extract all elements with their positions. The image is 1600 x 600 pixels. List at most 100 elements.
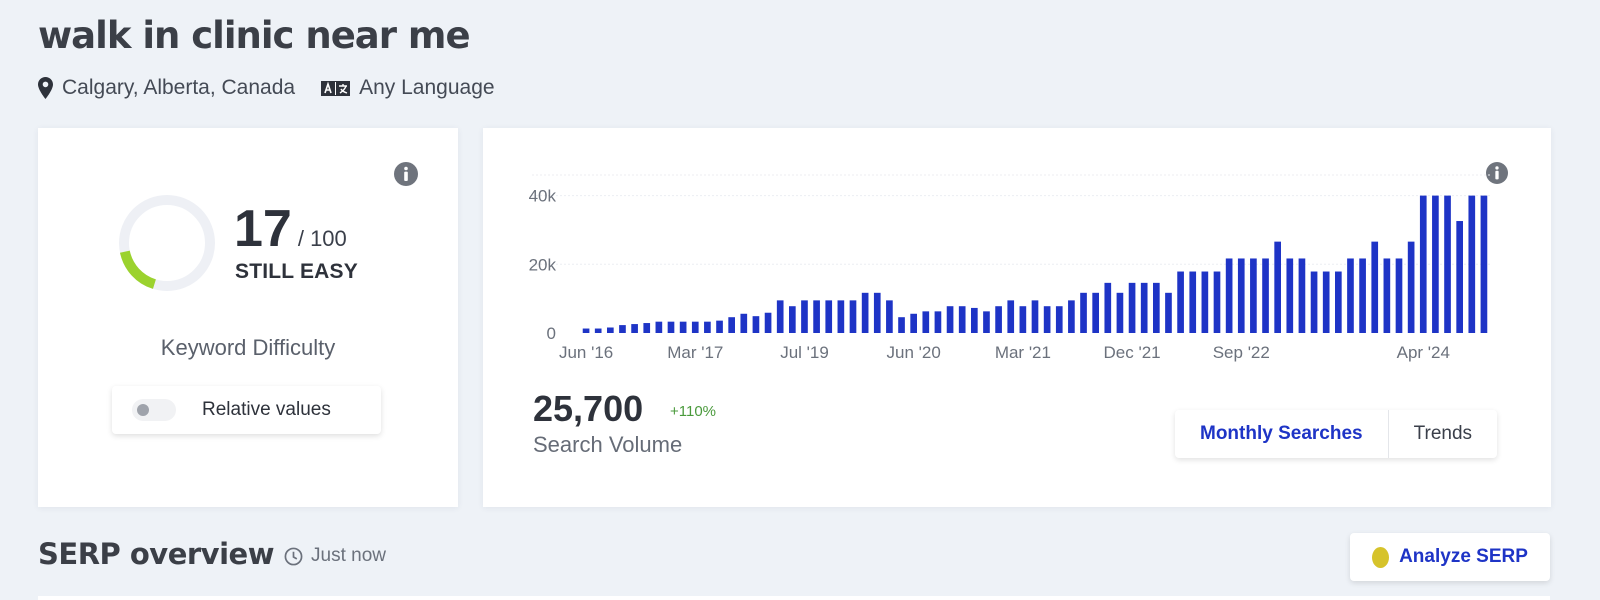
volume-bar[interactable] bbox=[619, 325, 626, 333]
y-tick-label: 40k bbox=[529, 187, 557, 206]
language-label: Any Language bbox=[359, 76, 495, 99]
volume-bar[interactable] bbox=[679, 321, 687, 333]
analyze-serp-button[interactable]: Analyze SERP bbox=[1350, 533, 1550, 581]
volume-bar[interactable] bbox=[1262, 258, 1269, 333]
volume-bar[interactable] bbox=[655, 321, 663, 333]
volume-bar[interactable] bbox=[716, 320, 723, 333]
volume-bar[interactable] bbox=[1407, 241, 1415, 333]
volume-bar[interactable] bbox=[1189, 271, 1197, 333]
info-icon[interactable] bbox=[1486, 162, 1508, 184]
volume-bar[interactable] bbox=[801, 300, 808, 333]
volume-bar[interactable] bbox=[1335, 271, 1342, 333]
volume-bar[interactable] bbox=[1068, 300, 1075, 333]
volume-bar[interactable] bbox=[1419, 195, 1427, 333]
search-volume-change: +110% bbox=[670, 403, 717, 420]
volume-bar[interactable] bbox=[1468, 195, 1476, 333]
volume-bar[interactable] bbox=[1007, 300, 1015, 333]
volume-bar[interactable] bbox=[922, 311, 930, 333]
gauge-value-arc bbox=[119, 195, 215, 291]
y-tick-label: 20k bbox=[529, 255, 557, 274]
volume-bar[interactable] bbox=[837, 300, 845, 333]
volume-bar[interactable] bbox=[934, 311, 942, 333]
volume-bar[interactable] bbox=[1237, 258, 1245, 333]
volume-bar[interactable] bbox=[607, 327, 614, 334]
info-icon[interactable] bbox=[394, 162, 418, 186]
tab-trends[interactable]: Trends bbox=[1413, 423, 1473, 444]
tab-monthly-searches[interactable]: Monthly Searches bbox=[1175, 410, 1389, 458]
difficulty-status: STILL EASY bbox=[235, 260, 358, 283]
relative-values-label: Relative values bbox=[202, 399, 331, 420]
volume-bar[interactable] bbox=[1286, 258, 1294, 333]
volume-bar[interactable] bbox=[1043, 306, 1051, 333]
difficulty-label: Keyword Difficulty bbox=[160, 335, 336, 360]
credit-coin-icon bbox=[1372, 546, 1390, 568]
volume-bar[interactable] bbox=[1322, 271, 1330, 333]
toggle-knob bbox=[137, 404, 149, 416]
volume-bar[interactable] bbox=[1104, 282, 1112, 333]
volume-bar[interactable] bbox=[849, 300, 857, 333]
relative-values-toggle[interactable]: Relative values bbox=[112, 386, 381, 434]
volume-bar[interactable] bbox=[873, 292, 881, 333]
volume-bar[interactable] bbox=[764, 312, 772, 333]
volume-bar[interactable] bbox=[594, 328, 602, 333]
volume-bar[interactable] bbox=[1383, 258, 1391, 333]
volume-bar[interactable] bbox=[898, 317, 905, 333]
volume-bar[interactable] bbox=[752, 316, 760, 333]
volume-bar[interactable] bbox=[958, 306, 966, 333]
volume-bar[interactable] bbox=[910, 313, 917, 333]
volume-bar[interactable] bbox=[1480, 195, 1488, 333]
volume-bar[interactable] bbox=[789, 306, 796, 333]
volume-bar[interactable] bbox=[643, 323, 651, 333]
volume-bar[interactable] bbox=[1444, 195, 1451, 333]
volume-bar[interactable] bbox=[1031, 300, 1039, 333]
volume-bar[interactable] bbox=[1177, 271, 1184, 333]
volume-bar[interactable] bbox=[667, 321, 675, 333]
volume-bar[interactable] bbox=[1153, 282, 1160, 333]
volume-bar[interactable] bbox=[1225, 258, 1233, 333]
volume-bar[interactable] bbox=[631, 324, 638, 333]
volume-bar[interactable] bbox=[1165, 292, 1172, 333]
toggle-switch[interactable] bbox=[132, 399, 176, 421]
volume-bar[interactable] bbox=[1116, 292, 1124, 333]
volume-bar[interactable] bbox=[1310, 271, 1318, 333]
volume-bar[interactable] bbox=[1432, 195, 1439, 333]
volume-bar[interactable] bbox=[1080, 292, 1087, 333]
volume-bar[interactable] bbox=[825, 300, 833, 333]
language[interactable]: Any Language bbox=[321, 76, 495, 100]
difficulty-gauge bbox=[119, 195, 215, 291]
volume-bar[interactable] bbox=[1395, 258, 1403, 333]
serp-timestamp: Just now bbox=[284, 545, 386, 567]
volume-bar[interactable] bbox=[740, 313, 748, 333]
location[interactable]: Calgary, Alberta, Canada bbox=[38, 76, 295, 100]
volume-bar[interactable] bbox=[946, 306, 954, 333]
volume-bar[interactable] bbox=[995, 306, 1002, 333]
volume-bar[interactable] bbox=[776, 300, 784, 333]
volume-bar[interactable] bbox=[1019, 306, 1027, 333]
volume-bar[interactable] bbox=[1140, 282, 1148, 333]
volume-bar[interactable] bbox=[1201, 271, 1209, 333]
volume-bar[interactable] bbox=[1274, 241, 1281, 333]
volume-bar[interactable] bbox=[1092, 292, 1099, 333]
volume-bar[interactable] bbox=[1347, 258, 1354, 333]
volume-bar[interactable] bbox=[1371, 241, 1379, 333]
x-tick-label: Jun '20 bbox=[887, 343, 941, 362]
volume-bar[interactable] bbox=[1055, 306, 1063, 333]
serp-overview-title: SERP overview bbox=[38, 537, 274, 571]
serp-time-label: Just now bbox=[311, 545, 386, 566]
volume-bar[interactable] bbox=[861, 292, 869, 333]
volume-bar[interactable] bbox=[1213, 271, 1221, 333]
volume-bar[interactable] bbox=[886, 300, 893, 333]
volume-bar[interactable] bbox=[1456, 221, 1463, 333]
volume-bar[interactable] bbox=[728, 317, 735, 333]
volume-bar[interactable] bbox=[983, 311, 990, 333]
volume-bar[interactable] bbox=[582, 328, 590, 333]
volume-bar[interactable] bbox=[704, 321, 711, 333]
volume-bar[interactable] bbox=[1128, 282, 1136, 333]
volume-bar[interactable] bbox=[813, 300, 820, 333]
x-tick-label: Dec '21 bbox=[1104, 343, 1161, 362]
volume-bar[interactable] bbox=[691, 321, 699, 333]
volume-bar[interactable] bbox=[1298, 258, 1306, 333]
volume-bar[interactable] bbox=[1359, 258, 1366, 333]
volume-bar[interactable] bbox=[971, 307, 978, 333]
volume-bar[interactable] bbox=[1250, 258, 1257, 333]
